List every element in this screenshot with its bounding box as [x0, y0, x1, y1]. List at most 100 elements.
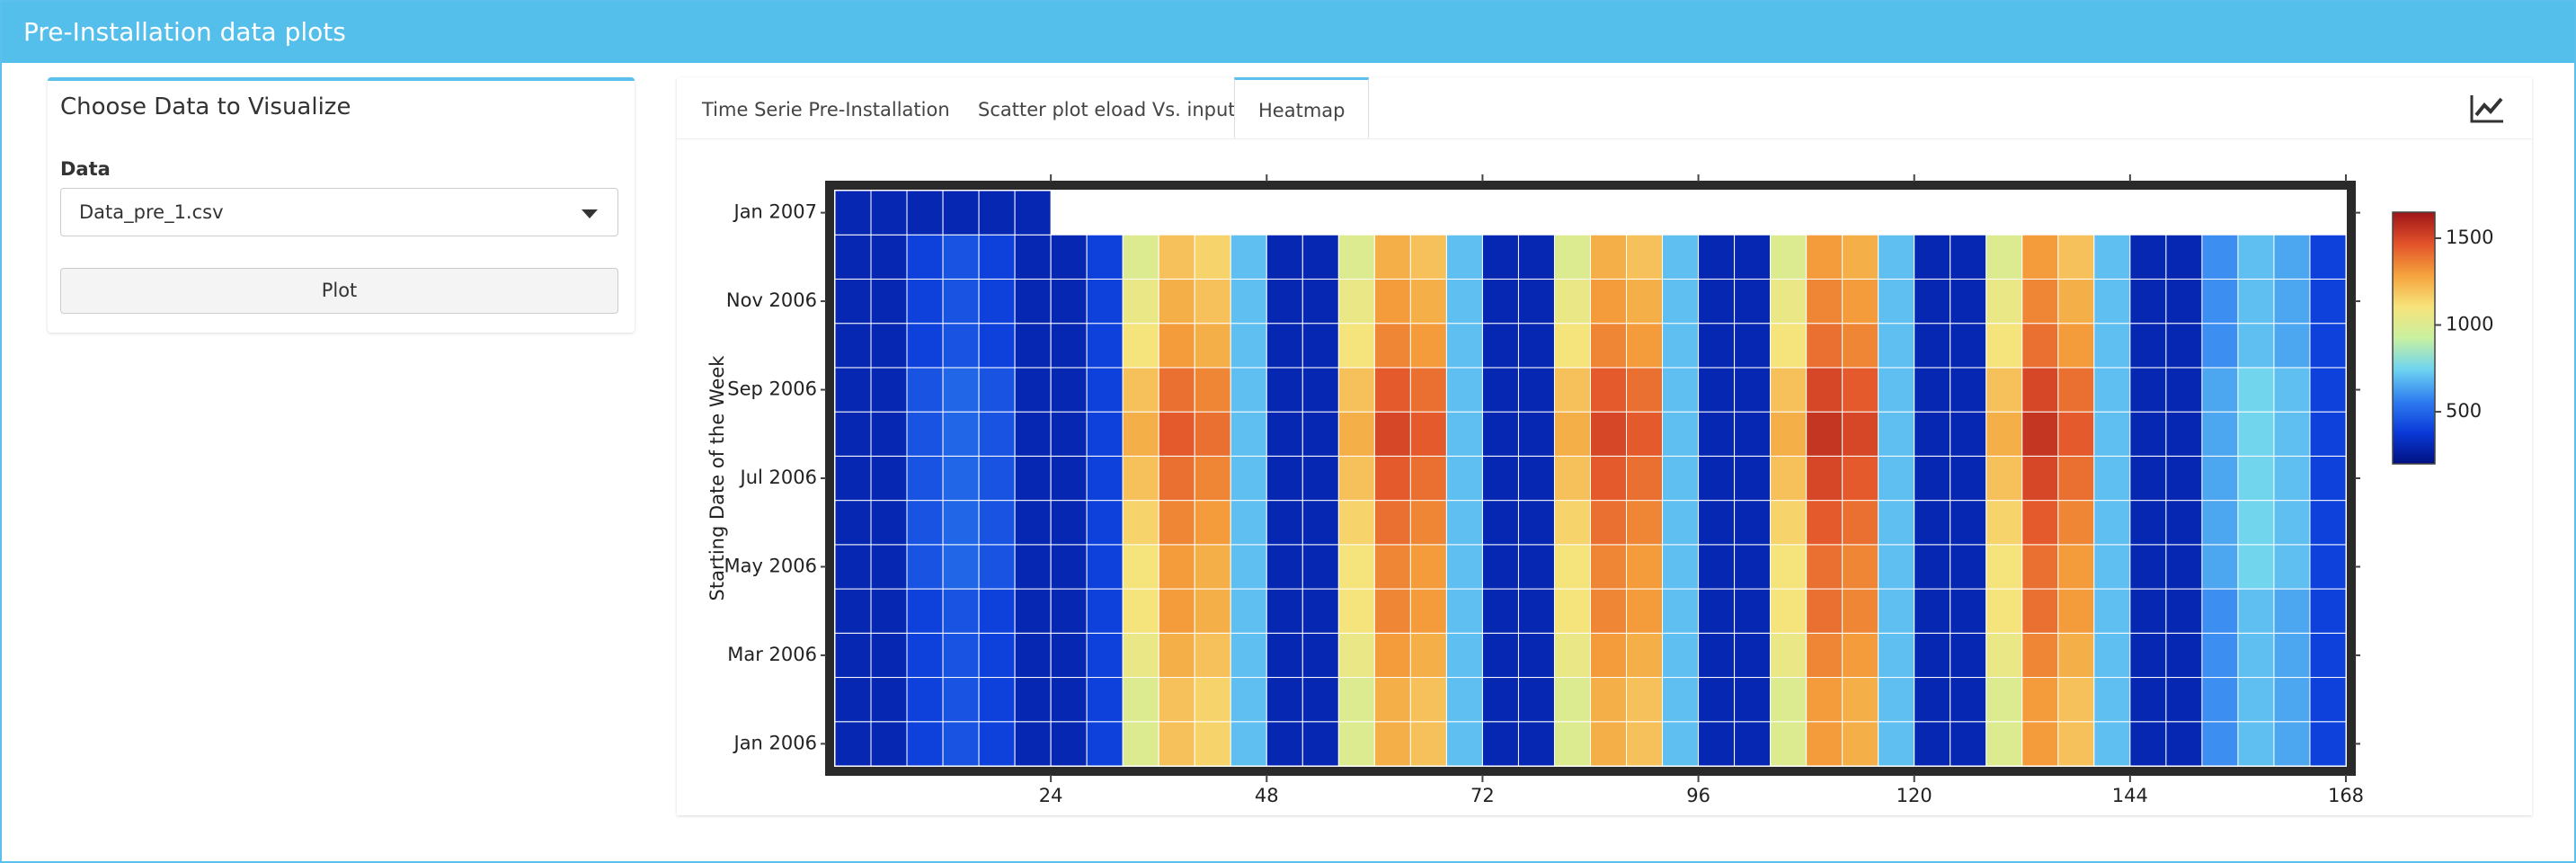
heat-cell: [2273, 588, 2311, 634]
heat-cell: [1517, 234, 1555, 280]
heat-cell: [1194, 411, 1231, 457]
heat-cell: [2165, 544, 2203, 590]
file-select[interactable]: Data_pre_1.csv: [60, 188, 618, 236]
heat-cell: [1734, 500, 1772, 546]
heat-cell: [906, 588, 944, 634]
heat-cell: [1122, 588, 1159, 634]
heat-cell: [1734, 721, 1772, 767]
heat-cell: [906, 677, 944, 723]
sidebar-title: Choose Data to Visualize: [60, 93, 351, 120]
heat-cell: [1553, 588, 1592, 634]
heat-cell: [1086, 544, 1124, 590]
tab-active[interactable]: Heatmap: [1234, 77, 1370, 138]
heat-cell: [2165, 721, 2203, 767]
heat-cell: [1122, 278, 1159, 325]
tab[interactable]: Scatter plot eload Vs. input: [978, 99, 1236, 120]
x-tick-label: 120: [1896, 785, 1932, 806]
heat-cell: [942, 190, 980, 236]
heat-cell: [1842, 278, 1879, 325]
heat-cell: [1698, 411, 1736, 457]
heat-cell: [2093, 323, 2131, 369]
heat-cell: [1122, 677, 1159, 723]
heat-cell: [2057, 721, 2095, 767]
heat-cell: [1590, 677, 1628, 723]
heat-cell: [1230, 323, 1267, 369]
heat-cell: [1481, 234, 1519, 280]
heat-cell: [1950, 367, 1987, 413]
heat-cell: [1158, 544, 1195, 590]
heat-cell: [2273, 367, 2311, 413]
heat-cell: [1086, 721, 1124, 767]
heat-cell: [1878, 721, 1915, 767]
heat-cell: [2129, 500, 2167, 546]
heat-cell: [2093, 677, 2131, 723]
heat-cell: [1950, 632, 1987, 679]
heat-cell: [1517, 278, 1555, 325]
heat-cell: [1950, 234, 1987, 280]
heat-cell: [2273, 500, 2311, 546]
heat-cell: [1950, 323, 1987, 369]
heat-cell: [1158, 677, 1195, 723]
heat-cell: [1590, 323, 1628, 369]
heat-cell: [1445, 544, 1483, 590]
heat-cell: [834, 367, 872, 413]
heat-cell: [1914, 544, 1951, 590]
heat-cell: [942, 500, 980, 546]
heat-cell: [2057, 278, 2095, 325]
heat-cell: [1806, 234, 1843, 280]
heat-cell: [1266, 323, 1303, 369]
heat-cell: [1445, 632, 1483, 679]
heat-cell: [1337, 544, 1375, 590]
heat-cell: [1878, 677, 1915, 723]
chart-icon[interactable]: [2469, 93, 2505, 124]
heat-cell: [1266, 367, 1303, 413]
heat-cell: [1301, 234, 1339, 280]
heat-cell: [1122, 455, 1159, 502]
heat-cell: [1373, 455, 1411, 502]
heat-cell: [1050, 632, 1088, 679]
tab-bar: Time Serie Pre-Installation Scatter plot…: [677, 77, 2532, 139]
heat-cell: [1842, 544, 1879, 590]
heat-cell: [2093, 367, 2131, 413]
heat-cell: [870, 721, 908, 767]
heat-cell: [906, 323, 944, 369]
heat-cell: [2237, 588, 2275, 634]
heat-cell: [1409, 455, 1447, 502]
heat-cell: [1806, 677, 1843, 723]
tab[interactable]: Time Serie Pre-Installation: [702, 99, 950, 120]
heat-cell: [1914, 367, 1951, 413]
heat-cell: [1950, 544, 1987, 590]
heat-cell: [1770, 411, 1808, 457]
heat-cell: [978, 455, 1016, 502]
heat-cell: [1553, 278, 1592, 325]
heat-cell: [1770, 588, 1808, 634]
heat-cell: [1337, 411, 1375, 457]
heat-cell: [1878, 632, 1915, 679]
heat-cell: [2165, 323, 2203, 369]
heat-cell: [1301, 278, 1339, 325]
heat-cell: [1050, 588, 1088, 634]
plot-button[interactable]: Plot: [60, 268, 618, 314]
heat-cell: [1842, 588, 1879, 634]
heat-cell: [870, 190, 908, 236]
heat-cell: [1878, 544, 1915, 590]
heat-cell: [1517, 455, 1555, 502]
heat-cell: [2129, 411, 2167, 457]
heat-cell: [1481, 677, 1519, 723]
heat-cell: [1481, 544, 1519, 590]
heat-cell: [1590, 500, 1628, 546]
heat-cell: [870, 234, 908, 280]
heat-cell: [1626, 632, 1664, 679]
heat-cell: [1086, 234, 1124, 280]
heat-cell: [2273, 544, 2311, 590]
heat-cell: [1590, 278, 1628, 325]
heat-cell: [2201, 278, 2239, 325]
heat-cell: [2129, 234, 2167, 280]
heat-cell: [906, 278, 944, 325]
heat-cell: [1806, 278, 1843, 325]
heat-cell: [1914, 323, 1951, 369]
heat-cell: [1409, 500, 1447, 546]
heat-cell: [870, 500, 908, 546]
heat-cell: [942, 632, 980, 679]
heat-cell: [1517, 588, 1555, 634]
